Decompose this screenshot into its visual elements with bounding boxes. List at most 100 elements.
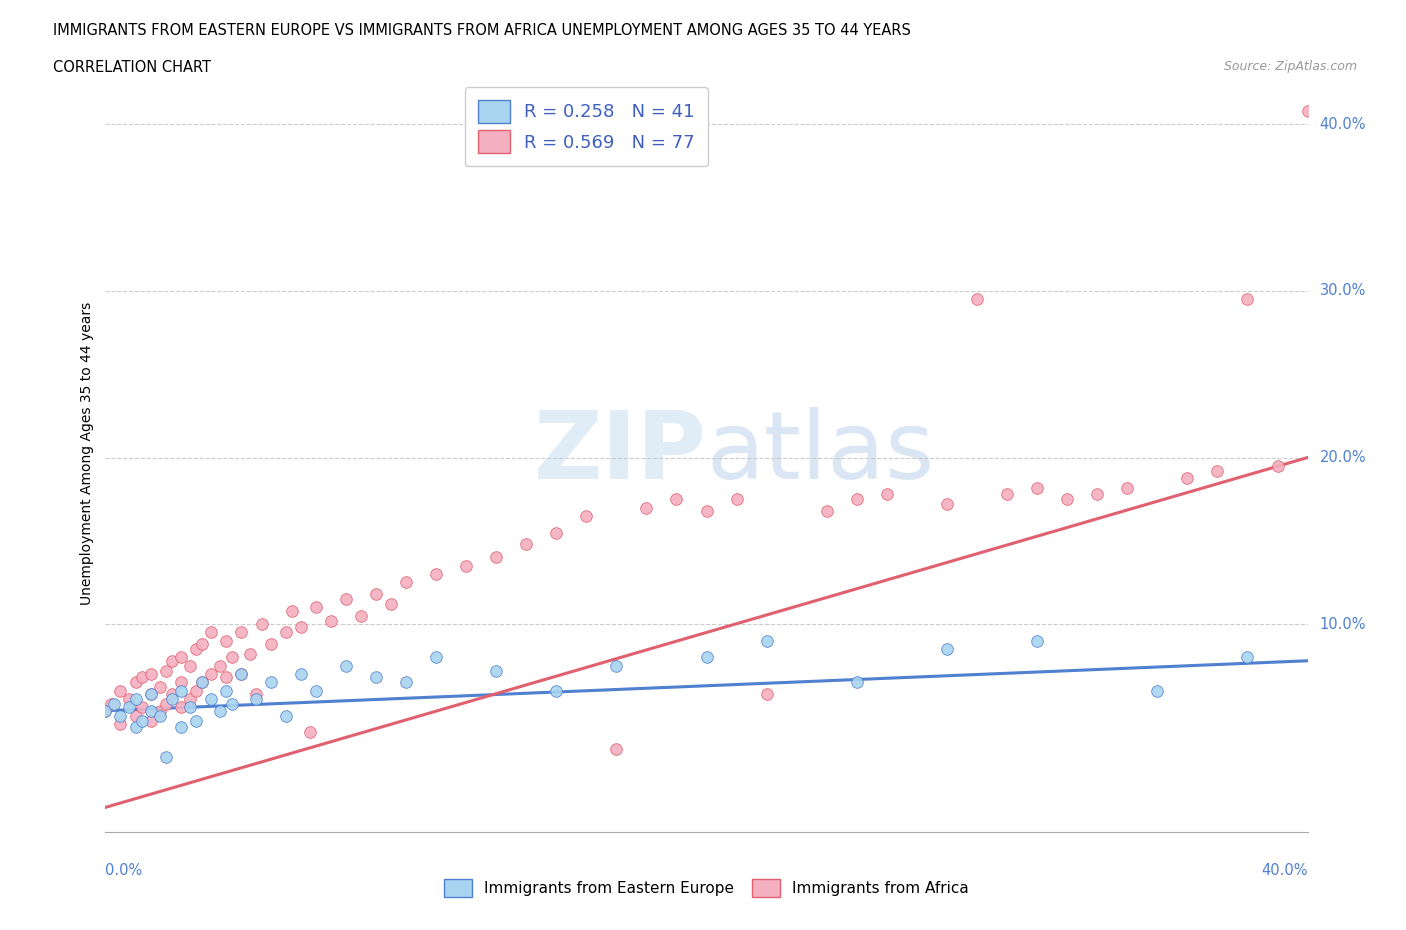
Point: [110, 684, 132, 698]
Point: [274, 709, 297, 724]
Point: [139, 703, 162, 718]
Point: [696, 650, 718, 665]
Point: [298, 725, 321, 740]
Point: [605, 658, 627, 673]
Point: [148, 703, 170, 718]
Point: [190, 675, 212, 690]
Text: 30.0%: 30.0%: [1320, 284, 1367, 299]
Point: [274, 625, 297, 640]
Point: [184, 713, 207, 728]
Point: [229, 667, 252, 682]
Point: [1146, 684, 1168, 698]
Point: [190, 675, 212, 690]
Point: [184, 684, 207, 698]
Point: [350, 608, 373, 623]
Point: [131, 700, 153, 715]
Point: [546, 525, 568, 540]
Point: [845, 492, 868, 507]
Point: [1267, 458, 1289, 473]
Point: [1296, 103, 1319, 118]
Point: [208, 658, 231, 673]
Point: [696, 503, 718, 518]
Point: [94, 703, 117, 718]
Point: [110, 717, 132, 732]
Text: Source: ZipAtlas.com: Source: ZipAtlas.com: [1223, 60, 1357, 73]
Point: [281, 604, 304, 618]
Point: [148, 680, 170, 695]
Point: [1026, 480, 1049, 495]
Point: [214, 670, 236, 684]
Point: [995, 486, 1018, 501]
Text: CORRELATION CHART: CORRELATION CHART: [53, 60, 211, 75]
Point: [425, 650, 447, 665]
Point: [1175, 470, 1198, 485]
Point: [169, 700, 191, 715]
Point: [221, 697, 243, 711]
Point: [160, 692, 183, 707]
Point: [139, 686, 162, 701]
Point: [454, 558, 477, 573]
Point: [124, 692, 146, 707]
Point: [131, 713, 153, 728]
Point: [103, 697, 125, 711]
Point: [118, 700, 141, 715]
Point: [485, 550, 508, 565]
Point: [305, 600, 328, 615]
Point: [124, 675, 146, 690]
Point: [229, 667, 252, 682]
Point: [239, 646, 262, 661]
Point: [1085, 486, 1108, 501]
Point: [131, 670, 153, 684]
Point: [184, 642, 207, 657]
Point: [160, 686, 183, 701]
Point: [845, 675, 868, 690]
Point: [335, 591, 357, 606]
Point: [124, 709, 146, 724]
Point: [155, 750, 177, 764]
Point: [936, 642, 959, 657]
Point: [179, 700, 201, 715]
Point: [546, 684, 568, 698]
Text: 20.0%: 20.0%: [1320, 450, 1367, 465]
Text: 10.0%: 10.0%: [1320, 617, 1367, 631]
Point: [936, 497, 959, 512]
Point: [1056, 492, 1078, 507]
Point: [755, 633, 778, 648]
Point: [1026, 633, 1049, 648]
Point: [169, 684, 191, 698]
Point: [636, 500, 658, 515]
Point: [1236, 292, 1258, 307]
Point: [160, 654, 183, 669]
Text: ZIP: ZIP: [534, 407, 707, 499]
Point: [290, 667, 312, 682]
Point: [290, 620, 312, 635]
Point: [575, 509, 598, 524]
Legend: Immigrants from Eastern Europe, Immigrants from Africa: Immigrants from Eastern Europe, Immigran…: [437, 871, 976, 904]
Point: [876, 486, 898, 501]
Point: [139, 713, 162, 728]
Point: [155, 663, 177, 678]
Point: [214, 633, 236, 648]
Point: [1236, 650, 1258, 665]
Text: atlas: atlas: [707, 407, 935, 499]
Point: [200, 667, 222, 682]
Point: [1116, 480, 1139, 495]
Point: [305, 684, 328, 698]
Point: [755, 686, 778, 701]
Point: [395, 575, 418, 590]
Text: IMMIGRANTS FROM EASTERN EUROPE VS IMMIGRANTS FROM AFRICA UNEMPLOYMENT AMONG AGES: IMMIGRANTS FROM EASTERN EUROPE VS IMMIGR…: [53, 23, 911, 38]
Point: [250, 617, 273, 631]
Point: [229, 625, 252, 640]
Point: [94, 703, 117, 718]
Point: [124, 720, 146, 735]
Point: [200, 692, 222, 707]
Point: [155, 697, 177, 711]
Point: [364, 670, 387, 684]
Point: [335, 658, 357, 673]
Point: [118, 692, 141, 707]
Point: [364, 587, 387, 602]
Point: [169, 650, 191, 665]
Point: [139, 667, 162, 682]
Point: [169, 675, 191, 690]
Point: [100, 697, 122, 711]
